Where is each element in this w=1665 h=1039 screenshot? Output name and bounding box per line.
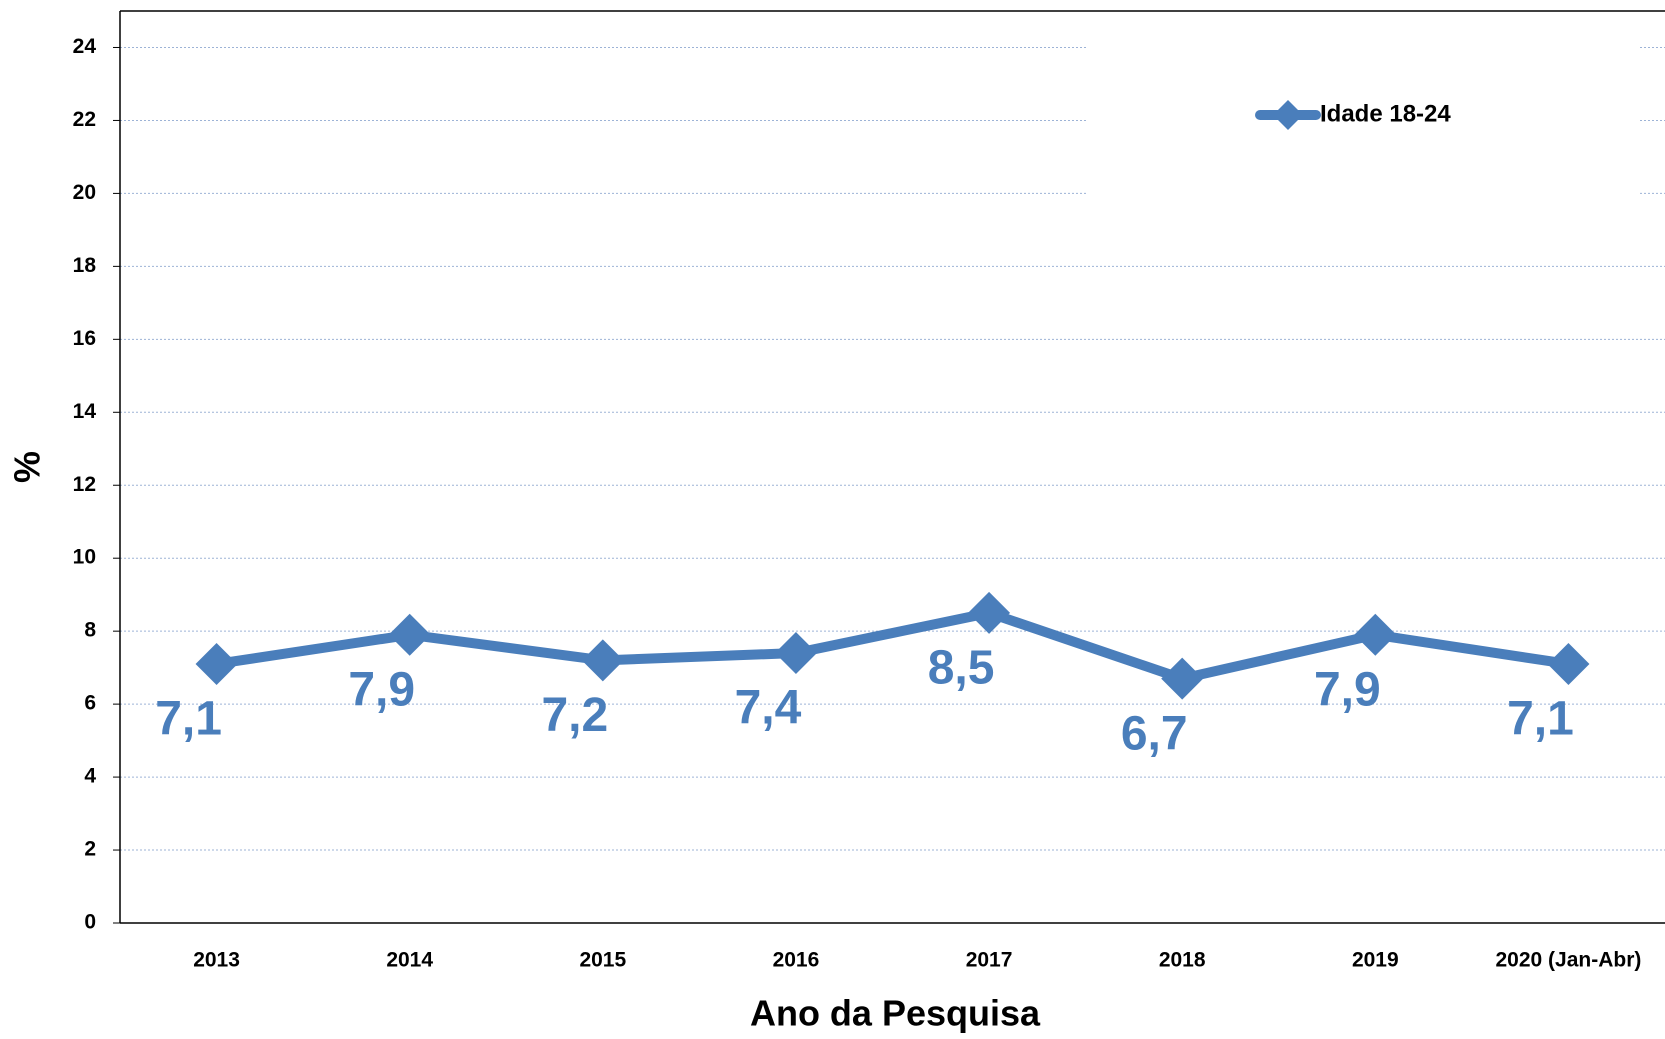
x-tick-label: 2013 bbox=[193, 949, 240, 972]
x-tick-label: 2018 bbox=[1159, 949, 1206, 972]
legend-label: Idade 18-24 bbox=[1320, 100, 1451, 127]
point-marker bbox=[581, 639, 624, 682]
y-tick-label: 6 bbox=[84, 692, 96, 715]
y-tick-label: 24 bbox=[73, 35, 97, 58]
point-marker bbox=[968, 591, 1011, 634]
point-marker bbox=[1547, 642, 1590, 685]
y-tick-label: 10 bbox=[73, 546, 96, 569]
y-tick-label: 18 bbox=[73, 254, 97, 277]
x-tick-label: 2015 bbox=[579, 949, 626, 972]
y-tick-label: 4 bbox=[84, 765, 96, 788]
point-marker bbox=[1161, 657, 1204, 700]
y-axis-title: % bbox=[7, 451, 48, 483]
y-tick-label: 8 bbox=[84, 619, 96, 642]
x-tick-label: 2016 bbox=[773, 949, 820, 972]
y-tick-label: 14 bbox=[73, 400, 97, 423]
x-tick-label: 2020 (Jan-Abr) bbox=[1495, 949, 1641, 972]
x-tick-label: 2017 bbox=[966, 949, 1013, 972]
data-label: 7,1 bbox=[155, 693, 222, 746]
y-tick-label: 20 bbox=[73, 181, 96, 204]
data-label: 8,5 bbox=[928, 642, 995, 695]
point-marker bbox=[1354, 613, 1397, 656]
legend-box bbox=[1088, 36, 1638, 201]
point-marker bbox=[195, 642, 238, 685]
data-label: 7,2 bbox=[541, 689, 608, 742]
y-tick-label: 22 bbox=[73, 108, 96, 131]
x-axis-title: Ano da Pesquisa bbox=[750, 993, 1041, 1034]
point-marker bbox=[774, 632, 817, 675]
data-label: 7,9 bbox=[1314, 663, 1381, 716]
legend-marker bbox=[1273, 100, 1303, 130]
x-tick-label: 2014 bbox=[386, 949, 433, 972]
series-line bbox=[215, 607, 1570, 684]
data-label: 6,7 bbox=[1121, 707, 1188, 760]
data-label: 7,4 bbox=[735, 682, 802, 735]
y-tick-label: 16 bbox=[73, 327, 96, 350]
x-tick-label: 2019 bbox=[1352, 949, 1399, 972]
point-marker bbox=[388, 613, 431, 656]
y-tick-label: 0 bbox=[84, 911, 96, 934]
y-tick-label: 12 bbox=[73, 473, 96, 496]
y-tick-label: 2 bbox=[84, 838, 96, 861]
data-label: 7,9 bbox=[348, 663, 415, 716]
data-label: 7,1 bbox=[1507, 693, 1574, 746]
